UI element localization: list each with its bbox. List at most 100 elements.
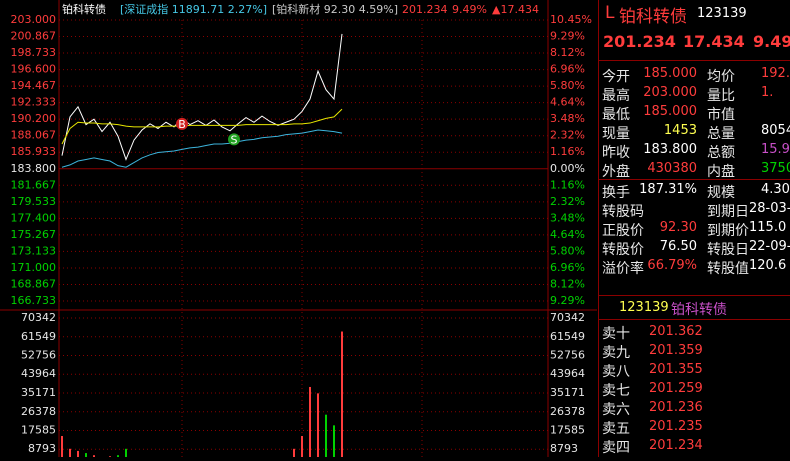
volume-bar (85, 453, 87, 461)
y-tick-label: 175.267 (11, 228, 57, 241)
volume-bar (317, 393, 319, 461)
y2-tick-label: 5.80% (550, 79, 585, 92)
y-tick-label: 200.867 (11, 30, 57, 43)
y2-tick-label: 8.12% (550, 46, 585, 59)
y2-tick-label: 61549 (550, 330, 585, 343)
stat-label: 溢价率 (602, 261, 644, 277)
stat-label: 最低 (602, 107, 630, 123)
volume-bar (293, 448, 295, 461)
book-label: 卖六 (602, 402, 630, 418)
y-tick-label: 198.733 (11, 46, 57, 59)
stat-label: 均价 (707, 69, 735, 85)
y-tick-label: 8793 (28, 442, 56, 455)
stat-value: 76.50 (659, 239, 697, 254)
stat-value: 66.79% (647, 258, 697, 273)
y-tick-label: 166.733 (11, 294, 57, 307)
stat-value: 1453 (663, 123, 697, 138)
book-price: 201.259 (649, 381, 703, 396)
volume-bar (325, 414, 327, 461)
stock-info: [铂科新材 92.30 4.59%] (272, 2, 398, 16)
volume-bar (333, 425, 335, 461)
stat-value: 185.000 (643, 104, 697, 119)
stat-label: 外盘 (602, 164, 630, 180)
quote-panel: L 铂科转债 123139 201.234 17.434 9.49 123139… (598, 0, 790, 457)
y2-tick-label: 6.96% (550, 63, 585, 76)
pct: 9.49% (452, 3, 487, 16)
stat-label: 内盘 (707, 164, 735, 180)
quote-change: 17.434 (683, 32, 745, 51)
trade-marker-label: B (178, 118, 186, 131)
y2-tick-label: 35171 (550, 386, 585, 399)
stat-label: 转股码 (602, 204, 644, 220)
stat-label: 昨收 (602, 145, 630, 161)
y-tick-label: 61549 (21, 330, 56, 343)
y2-tick-label: 10.45% (550, 13, 592, 26)
stat-value: 1. (761, 85, 774, 100)
y2-tick-label: 52756 (550, 349, 585, 362)
name: 铂科转债 (62, 2, 106, 16)
stat-value: 22-09- (749, 239, 790, 254)
stat-value: 92.30 (659, 220, 697, 235)
y-tick-label: 185.933 (11, 145, 57, 158)
stat-label: 规模 (707, 185, 735, 201)
divider (599, 319, 790, 320)
stat-label: 现量 (602, 126, 630, 142)
stat-value: 8054 (761, 123, 790, 138)
y-tick-label: 177.400 (11, 211, 57, 224)
y2-tick-label: 4.64% (550, 228, 585, 241)
stat-label: 总量 (707, 126, 735, 142)
stat-value: 185.000 (643, 66, 697, 81)
divider (599, 295, 790, 296)
y2-tick-label: 1.16% (550, 178, 585, 191)
y2-tick-label: 17585 (550, 424, 585, 437)
volume-bar (125, 448, 127, 461)
index-info: [深证成指 11891.71 2.27%] (120, 2, 267, 16)
y2-tick-label: 26378 (550, 405, 585, 418)
volume-bar (77, 450, 79, 461)
y2-tick-label: 3.48% (550, 211, 585, 224)
quote-code: 123139 (697, 6, 747, 21)
volume-bar (341, 331, 343, 461)
stat-value: 28-03- (749, 201, 790, 216)
book-label: 卖五 (602, 421, 630, 437)
divider (599, 179, 790, 180)
stat-value: 115.0 (749, 220, 787, 235)
stat-value: 4.30 (761, 182, 790, 197)
stat-label: 最高 (602, 88, 630, 104)
y2-tick-label: 4.64% (550, 96, 585, 109)
y2-tick-label: 5.80% (550, 244, 585, 257)
y2-tick-label: 9.29% (550, 30, 585, 43)
y2-tick-label: 2.32% (550, 195, 585, 208)
volume-bar (61, 436, 63, 461)
book-price: 201.236 (649, 400, 703, 415)
y-tick-label: 192.333 (11, 96, 57, 109)
y-tick-label: 194.467 (11, 79, 57, 92)
y-tick-label: 190.200 (11, 112, 57, 125)
divider (599, 60, 790, 61)
y2-tick-label: 0.00% (550, 162, 585, 175)
stat-label: 换手 (602, 185, 630, 201)
stat-label: 量比 (707, 88, 735, 104)
book-name: 铂科转债 (671, 302, 727, 318)
book-label: 卖十 (602, 326, 630, 342)
stat-value: 3750 (761, 161, 790, 176)
stat-label: 转股价 (602, 242, 644, 258)
quote-price: 201.234 (603, 32, 676, 51)
stat-label: 正股价 (602, 223, 644, 239)
trade-marker (176, 117, 188, 130)
y-tick-label: 35171 (21, 386, 56, 399)
stat-label: 市值 (707, 107, 735, 123)
y-tick-label: 52756 (21, 349, 56, 362)
trade-marker (228, 133, 240, 146)
volume-bar (309, 386, 311, 461)
y-tick-label: 188.067 (11, 129, 57, 142)
stat-value: 183.800 (643, 142, 697, 157)
y-tick-label: 196.600 (11, 63, 57, 76)
y-tick-label: 70342 (21, 311, 56, 324)
stat-label: 转股值 (707, 261, 749, 277)
stat-value: 187.31% (639, 182, 697, 197)
trade-marker-label: S (231, 133, 238, 146)
y-tick-label: 181.667 (11, 178, 57, 191)
book-label: 卖八 (602, 364, 630, 380)
